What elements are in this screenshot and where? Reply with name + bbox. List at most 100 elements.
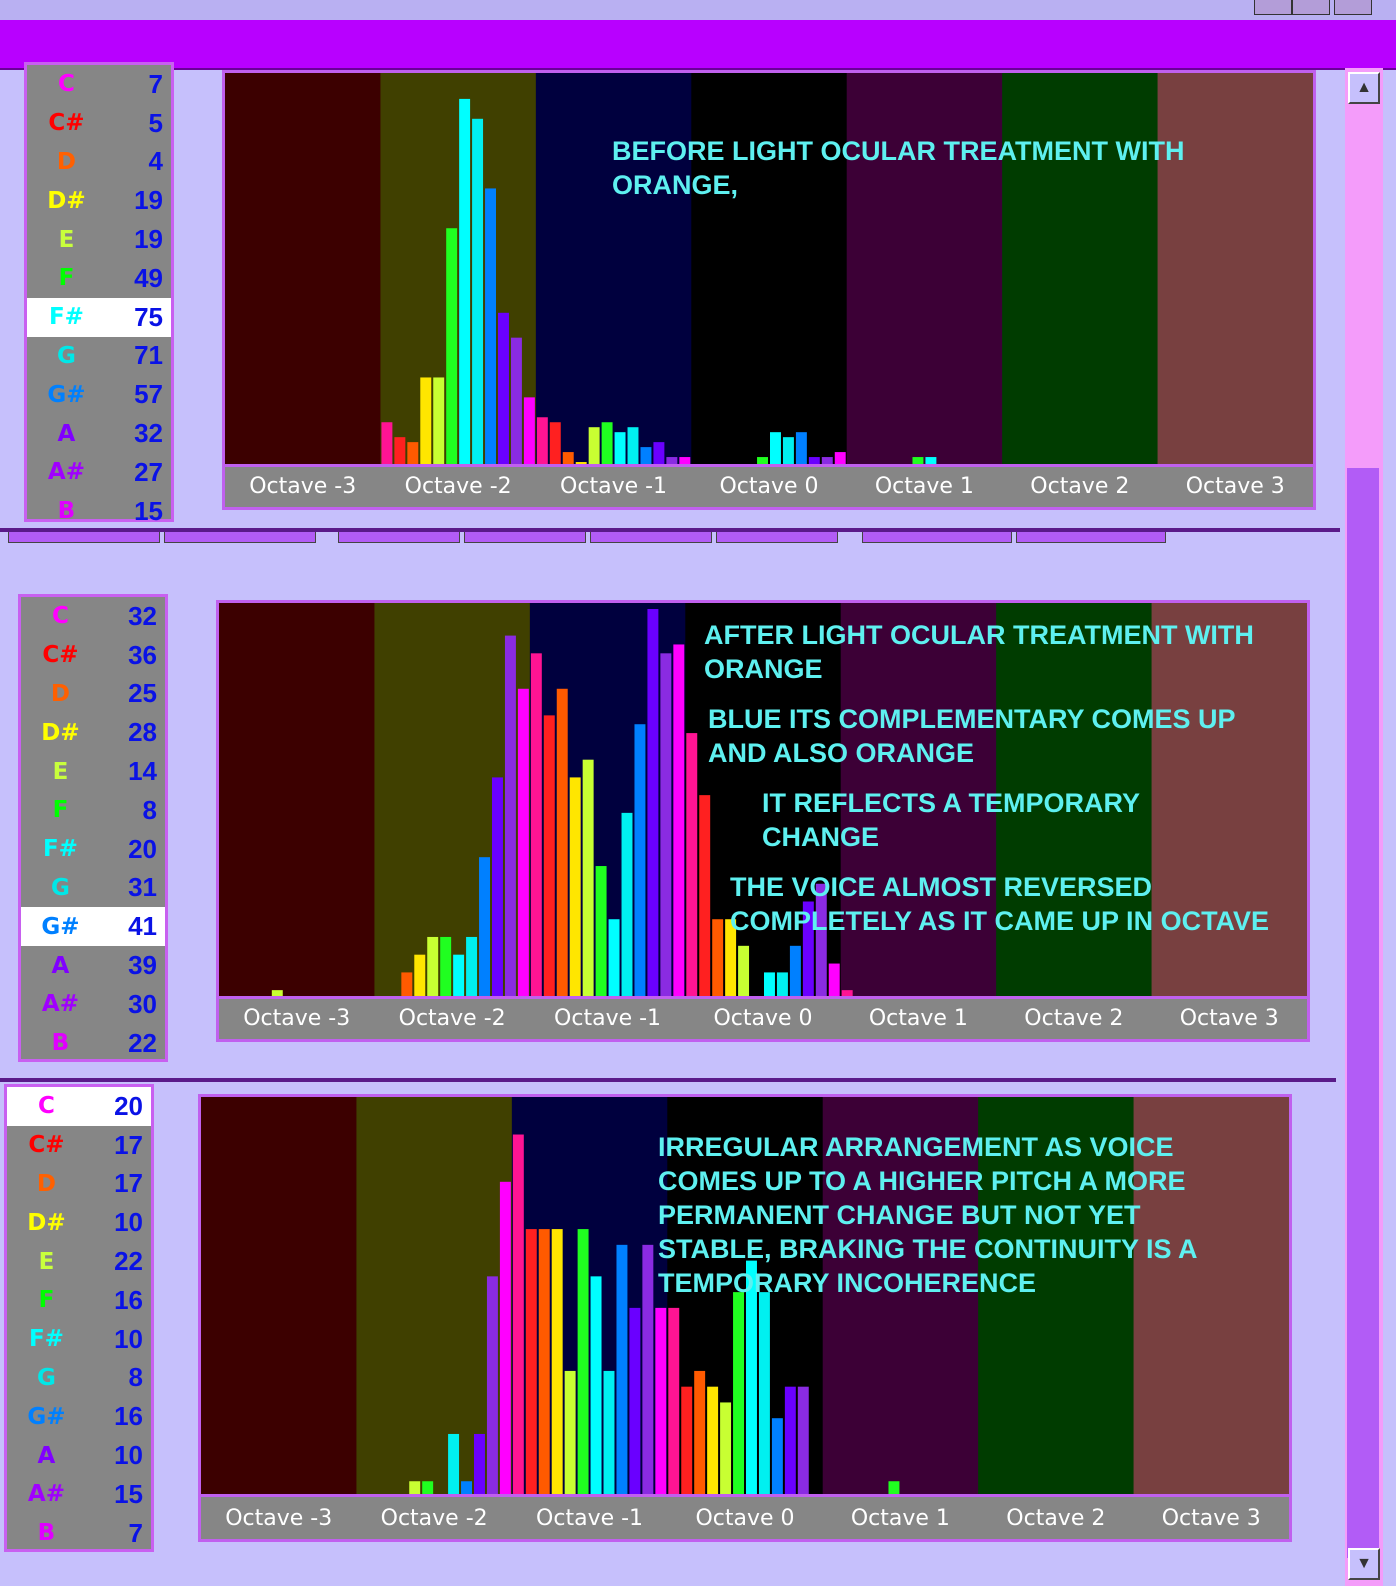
octave-label: Octave -2 (398, 1006, 506, 1031)
note-row[interactable]: A# 30 (21, 985, 165, 1024)
histogram-bar (525, 1229, 537, 1497)
histogram-chart: Octave -3 Octave -2 Octave -1 Octave 0 Octav… (198, 1094, 1292, 1542)
histogram-bar (771, 1418, 783, 1497)
note-row[interactable]: C# 5 (27, 104, 171, 143)
note-row[interactable]: E 22 (7, 1242, 151, 1281)
note-count: 75 (134, 301, 163, 332)
note-row[interactable]: D 17 (7, 1165, 151, 1204)
histogram-bar (588, 427, 600, 467)
histogram-bar (492, 777, 503, 999)
annotation-line: COMPLETELY AS IT CAME UP IN OCTAVE (730, 906, 1270, 936)
scroll-up-button[interactable]: ▲ (1348, 72, 1380, 104)
histogram-bar (271, 990, 283, 999)
note-count: 30 (128, 988, 157, 1019)
octave-band (219, 603, 375, 999)
note-row[interactable]: G 31 (21, 869, 165, 908)
note-row[interactable]: B 15 (27, 492, 171, 531)
note-row[interactable]: A 39 (21, 946, 165, 985)
note-name: G# (27, 1403, 66, 1430)
note-count: 39 (128, 950, 157, 981)
note-count: 19 (134, 185, 163, 216)
toolbar-button[interactable] (716, 532, 838, 543)
histogram-bar (556, 688, 568, 999)
toolbar-button[interactable] (8, 532, 160, 543)
note-count: 14 (128, 756, 157, 787)
note-row[interactable]: C 20 (7, 1087, 151, 1126)
note-count: 22 (128, 1027, 157, 1058)
note-row[interactable]: C 32 (21, 597, 165, 636)
octave-label: Octave 3 (1179, 1006, 1279, 1031)
histogram-bar (407, 442, 419, 467)
divider (0, 1078, 1336, 1082)
histogram-bar (479, 857, 490, 999)
note-count: 22 (114, 1246, 143, 1277)
histogram-bar (834, 452, 846, 467)
histogram-bar (738, 945, 750, 999)
histogram-bar (621, 812, 633, 999)
minimize-button[interactable] (1254, 0, 1292, 15)
note-row[interactable]: F# 10 (7, 1320, 151, 1359)
octave-label: Octave -3 (225, 1506, 333, 1531)
note-count: 16 (114, 1401, 143, 1432)
note-row[interactable]: B 22 (21, 1024, 165, 1063)
octave-band (822, 1097, 979, 1497)
note-row[interactable]: F# 20 (21, 830, 165, 869)
note-count: 28 (128, 717, 157, 748)
histogram-bar (523, 397, 535, 467)
note-name: G (37, 1364, 56, 1391)
note-list: C 7 C# 5 D 4 D# 19 E 19 F 49 F# 75 G 71 G# 57 A 32 A# 27 B 15 (24, 62, 174, 526)
annotation-line: ORANGE, (612, 170, 739, 200)
top-strip (0, 0, 1396, 20)
vertical-scrollbar[interactable]: ▲ ▼ (1345, 68, 1383, 1586)
note-row[interactable]: G# 16 (7, 1397, 151, 1436)
note-name: C (52, 603, 69, 630)
note-name: A (57, 420, 76, 447)
note-row[interactable]: A 32 (27, 414, 171, 453)
note-row[interactable]: C# 17 (7, 1126, 151, 1165)
octave-label: Octave 2 (1024, 1006, 1124, 1031)
note-row[interactable]: A 10 (7, 1436, 151, 1475)
note-count: 25 (128, 678, 157, 709)
octave-band (996, 603, 1153, 999)
note-row[interactable]: G# 41 (21, 907, 165, 947)
toolbar-button[interactable] (862, 532, 1012, 543)
octave-band (374, 603, 531, 999)
note-row[interactable]: F# 75 (27, 297, 171, 337)
note-row[interactable]: G# 57 (27, 375, 171, 414)
note-row[interactable]: A# 27 (27, 453, 171, 492)
close-button[interactable] (1334, 0, 1372, 15)
toolbar-button[interactable] (464, 532, 586, 543)
note-row[interactable]: E 14 (21, 752, 165, 791)
note-row[interactable]: D 25 (21, 675, 165, 714)
octave-label: Octave 2 (1030, 474, 1130, 499)
note-row[interactable]: E 19 (27, 220, 171, 259)
note-row[interactable]: D# 28 (21, 713, 165, 752)
note-row[interactable]: C# 36 (21, 636, 165, 675)
histogram-bar (686, 733, 698, 999)
maximize-button[interactable] (1292, 0, 1330, 15)
note-row[interactable]: A# 15 (7, 1475, 151, 1514)
note-row[interactable]: D# 19 (27, 181, 171, 220)
scroll-thumb[interactable] (1347, 468, 1379, 1558)
toolbar-button[interactable] (590, 532, 712, 543)
note-row[interactable]: G 71 (27, 337, 171, 376)
panel-after: C 32 C# 36 D 25 D# 28 E 14 F 8 F# 20 G 31 G# 41 A 39 A# 30 B 22… (0, 594, 1340, 1064)
note-row[interactable]: F 49 (27, 259, 171, 298)
octave-label: Octave -3 (243, 1006, 351, 1031)
note-count: 17 (114, 1168, 143, 1199)
toolbar-button[interactable] (164, 532, 316, 543)
histogram-bar (474, 1433, 485, 1497)
toolbar-button[interactable] (338, 532, 460, 543)
toolbar-button[interactable] (1016, 532, 1166, 543)
note-row[interactable]: F 16 (7, 1281, 151, 1320)
scroll-down-button[interactable]: ▼ (1348, 1548, 1380, 1580)
note-count: 15 (114, 1478, 143, 1509)
annotation-line: STABLE, BRAKING THE CONTINUITY IS A (658, 1234, 1198, 1264)
note-list: C 32 C# 36 D 25 D# 28 E 14 F 8 F# 20 G 31 G# 41 A 39 A# 30 B 22 (18, 594, 168, 1062)
note-row[interactable]: D# 10 (7, 1203, 151, 1242)
